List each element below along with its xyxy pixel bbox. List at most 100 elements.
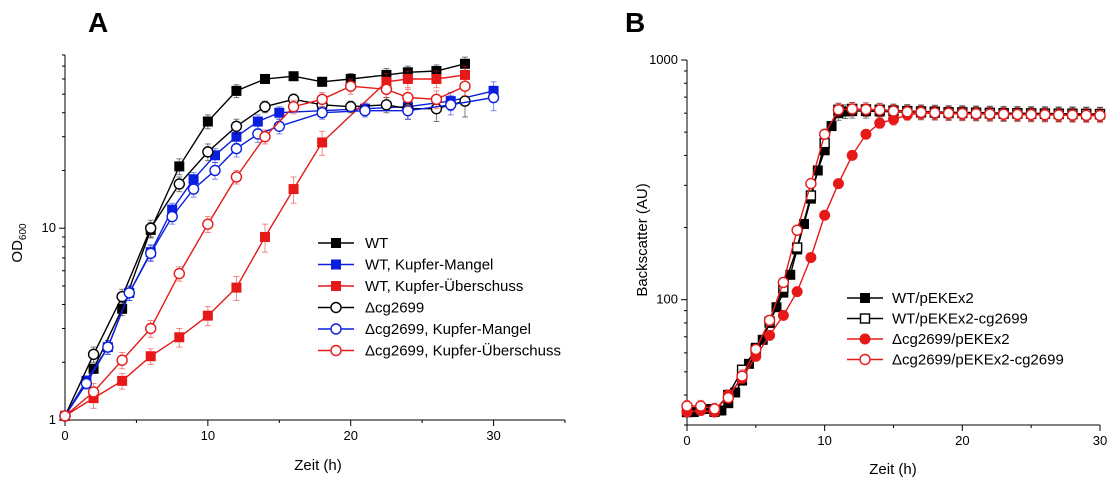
chart-a-y-axis-title: OD600	[9, 223, 29, 263]
chart-a-series-4	[59, 85, 500, 422]
chart-a-data-point	[116, 354, 128, 366]
chart-a-legend-marker	[331, 238, 341, 248]
chart-b-legend-entry: WT/pEKEx2	[847, 290, 974, 307]
chart-a-legend-marker	[331, 281, 341, 291]
chart-b-data-point	[777, 276, 790, 289]
chart-a-data-point	[259, 101, 271, 113]
chart-a-data-point	[431, 73, 442, 84]
chart-a-data-point	[145, 222, 157, 234]
chart-b-data-point	[860, 128, 872, 140]
chart-panel-a: A 0 10 20 30 1 10 WT WT, Kupfer-Mangel WT, Kupf…	[9, 7, 566, 474]
chart-b-data-point	[1080, 109, 1092, 121]
chart-a-data-point	[345, 101, 357, 113]
chart-a-legend-marker	[330, 301, 342, 314]
chart-b-legend-label: WT/pEKEx2	[892, 290, 974, 307]
chart-a-data-point	[380, 99, 393, 111]
chart-b-legend-entry: Δcg2699/pEKEx2-cg2699	[847, 352, 1064, 369]
chart-b-data-point	[736, 370, 748, 382]
chart-a-data-point	[230, 171, 243, 183]
chart-a-data-point	[288, 184, 299, 195]
chart-a-data-point	[87, 386, 100, 398]
chart-a-data-point	[59, 410, 71, 422]
chart-a-y-tick-label: 10	[42, 220, 56, 235]
chart-b-data-point	[777, 309, 789, 321]
chart-a-legend-label: WT, Kupfer-Überschuss	[365, 277, 523, 295]
chart-a-data-point	[260, 73, 270, 84]
chart-b-data-point	[1052, 109, 1065, 121]
chart-b-legend-marker	[859, 313, 871, 324]
chart-panel-b: B 0 10 20 30 100 1000 WT/pEKEx2 WT/pEKEx2-cg26…	[625, 7, 1107, 478]
chart-a-data-point	[230, 120, 243, 132]
chart-a-legend-label: Δcg2699	[365, 300, 424, 317]
chart-a-data-point	[430, 93, 443, 106]
chart-a-data-point	[487, 91, 500, 104]
chart-a-x-tick-label: 10	[201, 428, 215, 443]
chart-a-data-point	[231, 282, 242, 293]
chart-a-data-point	[231, 85, 242, 96]
chart-a-legend-label: Δcg2699, Kupfer-Überschuss	[365, 342, 561, 360]
chart-b-data-point	[860, 103, 872, 116]
chart-b-data-point	[997, 108, 1010, 120]
chart-a-data-point	[117, 375, 128, 386]
chart-b-x-axis-title: Zeit (h)	[869, 461, 917, 478]
chart-b-data-point	[805, 190, 817, 201]
chart-b-data-point	[984, 108, 996, 120]
chart-a-y-tick-label: 1	[49, 412, 56, 427]
chart-a-data-point	[459, 80, 471, 92]
chart-a-data-point	[402, 91, 414, 104]
chart-a-data-point	[274, 107, 285, 118]
chart-b-data-point	[832, 178, 844, 190]
chart-a-data-point	[173, 267, 185, 280]
chart-b-data-point	[1039, 109, 1051, 121]
chart-a-data-point	[317, 137, 328, 148]
chart-a-data-point	[202, 116, 213, 127]
chart-b-data-point	[887, 105, 900, 117]
chart-b-data-point	[901, 106, 913, 118]
chart-b-data-point	[1094, 109, 1106, 122]
chart-b-data-point	[819, 209, 831, 221]
chart-b-legend-label: Δcg2699/pEKEx2	[892, 331, 1010, 348]
chart-b-x-tick-label: 0	[683, 433, 690, 448]
chart-a-data-point	[288, 71, 299, 82]
chart-a-legend-marker	[331, 259, 341, 270]
chart-a-x-tick-label: 0	[61, 428, 68, 443]
chart-b-legend-marker	[859, 353, 871, 366]
chart-a-series-line	[64, 90, 494, 417]
chart-a-series	[59, 56, 500, 422]
chart-b-data-point	[805, 177, 817, 190]
chart-b-y-tick-label: 1000	[649, 52, 678, 67]
chart-b-data-point	[750, 343, 762, 356]
chart-a-legend-label: WT, Kupfer-Mangel	[365, 257, 493, 274]
chart-a-data-point	[202, 146, 214, 158]
chart-a-legend-label: Δcg2699, Kupfer-Mangel	[365, 321, 531, 338]
chart-a-legend-entry: WT	[318, 235, 388, 252]
chart-b-legend-label: Δcg2699/pEKEx2-cg2699	[892, 352, 1064, 369]
chart-a-x-tick-label: 30	[486, 428, 500, 443]
chart-a-data-point	[445, 99, 457, 111]
chart-b-data-point	[846, 149, 858, 161]
chart-a-legend-marker	[330, 344, 342, 357]
panel-letter-b: B	[625, 7, 645, 38]
chart-a-data-point	[123, 287, 135, 299]
chart-b-data-point	[1066, 109, 1079, 121]
chart-a-legend-entry: WT, Kupfer-Überschuss	[318, 277, 523, 295]
chart-b-data-point	[1025, 108, 1037, 121]
panel-letter-a: A	[88, 7, 108, 38]
chart-a-series-5	[59, 77, 471, 422]
chart-a-data-point	[317, 76, 328, 87]
chart-a-data-point	[202, 310, 213, 321]
chart-b-x-tick-label: 30	[1093, 433, 1107, 448]
chart-b-data-point	[942, 107, 955, 119]
chart-b-data-point	[818, 128, 831, 140]
chart-a-legend-entry: Δcg2699, Kupfer-Überschuss	[318, 342, 561, 360]
chart-b-data-point	[929, 107, 941, 119]
chart-b-legend-label: WT/pEKEx2-cg2699	[892, 311, 1028, 328]
chart-a-y-axis-title-sub: 600	[18, 223, 29, 240]
chart-a-data-point	[209, 164, 221, 177]
chart-b-data-point	[970, 107, 982, 120]
chart-b-x-tick-label: 20	[955, 433, 969, 448]
chart-a-legend-marker	[330, 323, 342, 335]
chart-a-data-point	[252, 116, 263, 127]
chart-a-data-point	[359, 104, 371, 117]
chart-b-data-point	[764, 329, 776, 341]
